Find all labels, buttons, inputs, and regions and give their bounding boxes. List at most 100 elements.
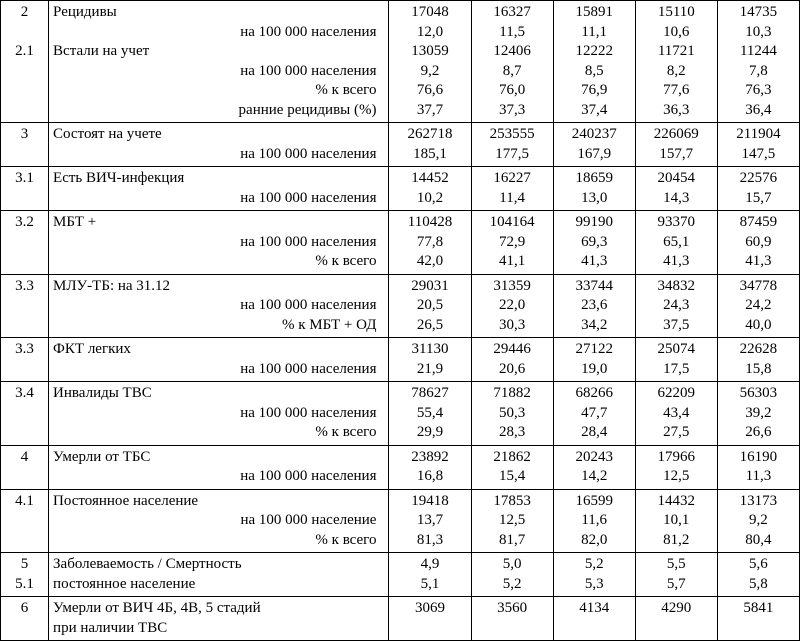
value-cell: 2903120,526,5: [389, 274, 471, 338]
table-row: 3.4 Инвалиды ТВСна 100 000 населения% к …: [1, 382, 800, 446]
value-line: 77,6: [640, 81, 713, 101]
value-line: 4,9: [393, 555, 466, 575]
row-label-line: на 100 000 население: [53, 511, 384, 531]
row-label-line: Умерли от ВИЧ 4Б, 4В, 5 стадий: [53, 599, 384, 619]
value-line: 16,8: [393, 467, 466, 487]
row-label-line: % к всего: [53, 81, 384, 101]
value-line: 14432: [640, 492, 713, 512]
value-cell: 131739,280,4: [717, 489, 799, 553]
value-line: 23,6: [558, 296, 631, 316]
value-cell: 6826647,728,4: [553, 382, 635, 446]
value-line: 185,1: [393, 145, 466, 165]
row-label-line: % к всего: [53, 423, 384, 443]
value-line: 47,7: [558, 404, 631, 424]
value-cell: 5,05,2: [471, 553, 553, 597]
row-label: Умерли от ТБСна 100 000 населения: [49, 445, 389, 489]
value-line: 77,8: [393, 233, 466, 253]
value-line: 5,7: [640, 575, 713, 595]
value-cell: 1785312,581,7: [471, 489, 553, 553]
row-index-line: 2.1: [5, 42, 44, 62]
row-label-line: на 100 000 населения: [53, 404, 384, 424]
value-line: 19418: [393, 492, 466, 512]
value-cell: 5,25,3: [553, 553, 635, 597]
value-line: 10,2: [393, 189, 466, 209]
row-index: 3.4: [1, 382, 49, 446]
row-label-line: Умерли от ТБС: [53, 448, 384, 468]
value-line: 10,1: [640, 511, 713, 531]
value-line: 56303: [722, 384, 795, 404]
value-line: [476, 619, 549, 639]
value-line: 33744: [558, 277, 631, 297]
row-index-line: 3.4: [5, 384, 44, 404]
row-label-line: % к всего: [53, 252, 384, 272]
row-index-line: 4: [5, 448, 44, 468]
value-line: 14735: [722, 3, 795, 23]
value-line: 240237: [558, 125, 631, 145]
row-label-line: Постоянное население: [53, 492, 384, 512]
value-cell: 1796612,5: [635, 445, 717, 489]
value-cell: 4,95,1: [389, 553, 471, 597]
row-index-line: [5, 619, 44, 639]
value-line: 5,5: [640, 555, 713, 575]
value-line: 29,9: [393, 423, 466, 443]
row-index: 4.1: [1, 489, 49, 553]
row-label: Есть ВИЧ-инфекцияна 100 000 населения: [49, 167, 389, 211]
value-line: 93370: [640, 213, 713, 233]
value-line: 34778: [722, 277, 795, 297]
row-index: 2 2.1: [1, 1, 49, 123]
value-line: 157,7: [640, 145, 713, 165]
row-label: МЛУ-ТБ: на 31.12на 100 000 населения% к …: [49, 274, 389, 338]
value-line: 10,6: [640, 23, 713, 43]
value-line: 11,5: [476, 23, 549, 43]
value-line: 27122: [558, 340, 631, 360]
value-line: 65,1: [640, 233, 713, 253]
value-line: 211904: [722, 125, 795, 145]
table-row: 6 Умерли от ВИЧ 4Б, 4В, 5 стадийпри нали…: [1, 597, 800, 641]
value-cell: 4290: [635, 597, 717, 641]
value-line: 42,0: [393, 252, 466, 272]
row-index: 55.1: [1, 553, 49, 597]
value-cell: 2186215,4: [471, 445, 553, 489]
value-line: 34,2: [558, 316, 631, 336]
value-line: 104164: [476, 213, 549, 233]
value-line: 20454: [640, 169, 713, 189]
row-index-line: [5, 62, 44, 82]
row-label-line: на 100 000 населения: [53, 145, 384, 165]
value-line: 37,7: [393, 101, 466, 121]
row-index-line: 6: [5, 599, 44, 619]
row-label-line: % к МБТ + ОД: [53, 316, 384, 336]
value-cell: 1589111,1122228,576,937,4: [553, 1, 635, 123]
value-cell: 5841: [717, 597, 799, 641]
value-cell: 1941813,781,3: [389, 489, 471, 553]
value-cell: 3560: [471, 597, 553, 641]
row-label-line: при наличии ТВС: [53, 619, 384, 639]
value-line: 41,1: [476, 252, 549, 272]
row-index-line: [5, 252, 44, 272]
value-line: 15110: [640, 3, 713, 23]
value-line: 16599: [558, 492, 631, 512]
value-line: 5,2: [476, 575, 549, 595]
value-line: 76,6: [393, 81, 466, 101]
value-line: 37,5: [640, 316, 713, 336]
value-line: 14,3: [640, 189, 713, 209]
value-line: 10,3: [722, 23, 795, 43]
value-line: 76,9: [558, 81, 631, 101]
stats-table: 2 2.1 Рецидивына 100 000 населенияВстали…: [0, 0, 800, 641]
row-index-line: [5, 81, 44, 101]
row-label-line: Встали на учет: [53, 42, 384, 62]
value-cell: 11042877,842,0: [389, 211, 471, 275]
row-index-line: 5.1: [5, 575, 44, 595]
value-cell: 2257615,7: [717, 167, 799, 211]
value-line: 3069: [393, 599, 466, 619]
value-cell: 5,65,8: [717, 553, 799, 597]
value-line: 226069: [640, 125, 713, 145]
value-line: 3560: [476, 599, 549, 619]
value-line: 22576: [722, 169, 795, 189]
value-line: 5841: [722, 599, 795, 619]
value-line: 81,2: [640, 531, 713, 551]
row-index-line: [5, 101, 44, 121]
value-line: 13059: [393, 42, 466, 62]
row-index-line: 5: [5, 555, 44, 575]
value-cell: 1865913,0: [553, 167, 635, 211]
value-line: 18659: [558, 169, 631, 189]
